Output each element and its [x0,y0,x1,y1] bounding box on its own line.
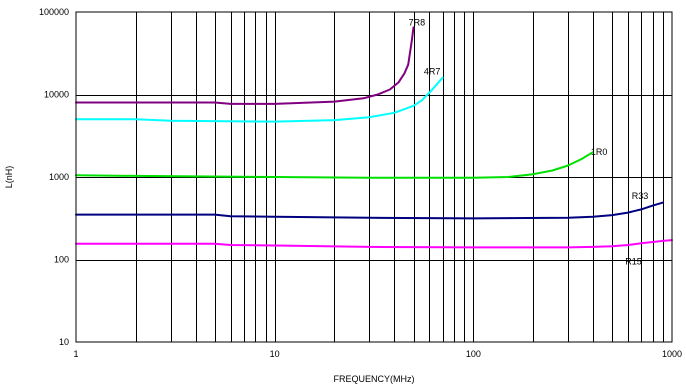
series-label: 1R0 [591,147,608,157]
series-line-r15 [75,239,673,249]
y-axis-label: L(nH) [4,166,14,189]
series-label: 7R8 [409,17,426,27]
series-label: R33 [632,191,649,201]
series-line-1r0 [75,151,594,179]
series-label: 4R7 [424,67,441,77]
y-tick-label: 10 [59,337,69,347]
x-axis-label: FREQUENCY(MHz) [334,374,415,384]
series-lines [75,26,673,249]
series-line-r33 [75,201,664,220]
series-line-7r8 [75,26,415,105]
y-tick-label: 1000 [49,172,69,182]
x-tick-label: 100 [466,349,481,359]
series-line-4r7 [75,76,444,123]
series-label: R15 [625,256,642,266]
plot-frame [75,11,673,343]
x-tick-label: 10 [270,349,280,359]
series-labels: 7R8 4R7 1R0 R33 R15 [409,17,649,266]
tick-labels: 1 10 100 1000 10 100 1000 10000 100000 [39,7,682,359]
x-tick-label: 1 [73,349,78,359]
x-tick-label: 1000 [662,349,682,359]
y-tick-label: 10000 [44,90,69,100]
y-tick-label: 100000 [39,7,69,17]
y-tick-label: 100 [54,255,69,265]
